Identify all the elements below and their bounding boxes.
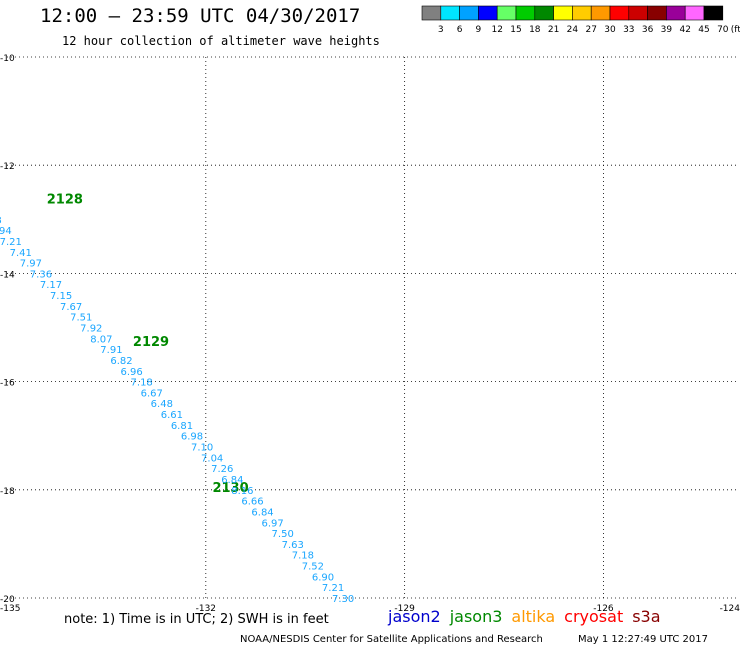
latitude-tick-label: -14 [0, 270, 15, 280]
color-scale-label: 3 [438, 25, 444, 35]
color-scale-label: 6 [457, 25, 463, 35]
latitude-tick-label: -10 [0, 54, 15, 64]
wave-height-value: 6.48 [151, 399, 173, 410]
color-scale-label: 18 [529, 25, 541, 35]
color-scale-label: 27 [585, 25, 596, 35]
longitude-tick-label: -124 [720, 604, 740, 614]
wave-height-value: 7.04 [201, 453, 223, 464]
generated-time: May 1 12:27:49 UTC 2017 [578, 634, 708, 645]
wave-height-value: 7.68 [0, 215, 2, 226]
wave-height-value: 7.92 [80, 324, 102, 335]
wave-height-value: 6.81 [171, 421, 193, 432]
wave-height-value: 6.61 [161, 410, 183, 421]
map-subtitle: 12 hour collection of altimeter wave hei… [62, 34, 380, 48]
color-scale-label: 70 [717, 25, 729, 35]
legend-item-jason2: jason2 [388, 607, 441, 626]
wave-height-value: 6.98 [181, 432, 203, 443]
wave-height-value: 7.30 [332, 594, 354, 605]
wave-height-value: 6.94 [0, 226, 12, 237]
color-scale-label: 9 [476, 25, 482, 35]
wave-height-value: 7.50 [272, 529, 294, 540]
wave-height-value: 6.84 [251, 507, 273, 518]
wave-height-value: 7.17 [40, 280, 62, 291]
longitude-tick-label: -126 [593, 604, 614, 614]
color-scale-label: 33 [623, 25, 634, 35]
wave-height-value: 7.15 [50, 291, 72, 302]
wave-height-value: 7.67 [60, 302, 82, 313]
wave-height-value: 7.36 [30, 269, 52, 280]
color-scale-label: 45 [698, 25, 709, 35]
color-scale-label: 42 [679, 25, 690, 35]
wave-height-value: 6.97 [261, 518, 283, 529]
wave-height-value: 7.10 [191, 443, 213, 454]
color-scale-label: 24 [567, 25, 579, 35]
wave-height-value: 6.67 [141, 388, 163, 399]
wave-height-value: 8.07 [90, 334, 112, 345]
color-scale-label: 36 [642, 25, 654, 35]
color-scale-label: 30 [604, 25, 616, 35]
satellite-legend: jason2 jason3 altika cryosat s3a [388, 607, 670, 626]
latitude-tick-label: -20 [0, 595, 15, 605]
color-scale-label: 15 [510, 25, 521, 35]
wave-height-value: 7.18 [131, 378, 153, 389]
credit-text: NOAA/NESDIS Center for Satellite Applica… [240, 634, 543, 645]
wave-height-value: 7.63 [282, 540, 304, 551]
latitude-tick-label: -16 [0, 379, 15, 389]
latitude-tick-label: -12 [0, 162, 15, 172]
wave-height-value: 6.84 [221, 475, 243, 486]
wave-height-value: 6.82 [110, 356, 132, 367]
wave-height-value: 7.21 [0, 237, 22, 248]
wave-height-value: 7.91 [100, 345, 122, 356]
color-swatch [703, 5, 724, 21]
pass-number-label: 2130 [212, 481, 248, 496]
pass-number-label: 2129 [133, 335, 169, 350]
latitude-tick-label: -18 [0, 487, 15, 497]
wave-height-value: 7.51 [70, 313, 92, 324]
color-scale-label: 39 [661, 25, 673, 35]
longitude-tick-label: -129 [394, 604, 415, 614]
wave-height-value: 6.90 [312, 572, 334, 583]
legend-item-cryosat: cryosat [564, 607, 624, 626]
wave-height-value: 6.66 [241, 497, 263, 508]
color-scale-label: 21 [548, 25, 559, 35]
units-note: note: 1) Time is in UTC; 2) SWH is in fe… [64, 612, 329, 627]
legend-item-altika: altika [511, 607, 556, 626]
color-scale-label: 12 [491, 25, 502, 35]
wave-height-value: 7.21 [322, 583, 344, 594]
wave-height-value: 7.41 [10, 248, 32, 259]
wave-height-value: 7.18 [292, 551, 314, 562]
longitude-tick-label: -132 [196, 604, 216, 614]
longitude-tick-label: -135 [0, 604, 20, 614]
wave-height-value: 7.52 [302, 562, 324, 573]
color-scale-unit: (ft) [731, 25, 740, 35]
legend-item-jason3: jason3 [449, 607, 503, 626]
legend-item-s3a: s3a [632, 607, 661, 626]
map-title: 12:00 — 23:59 UTC 04/30/2017 [40, 5, 361, 27]
wave-height-value: 7.97 [20, 259, 42, 270]
wave-height-value: 8.16 [231, 486, 253, 497]
pass-number-label: 2128 [47, 193, 83, 208]
wave-height-value: 7.26 [211, 464, 233, 475]
wave-height-value: 6.96 [120, 367, 142, 378]
